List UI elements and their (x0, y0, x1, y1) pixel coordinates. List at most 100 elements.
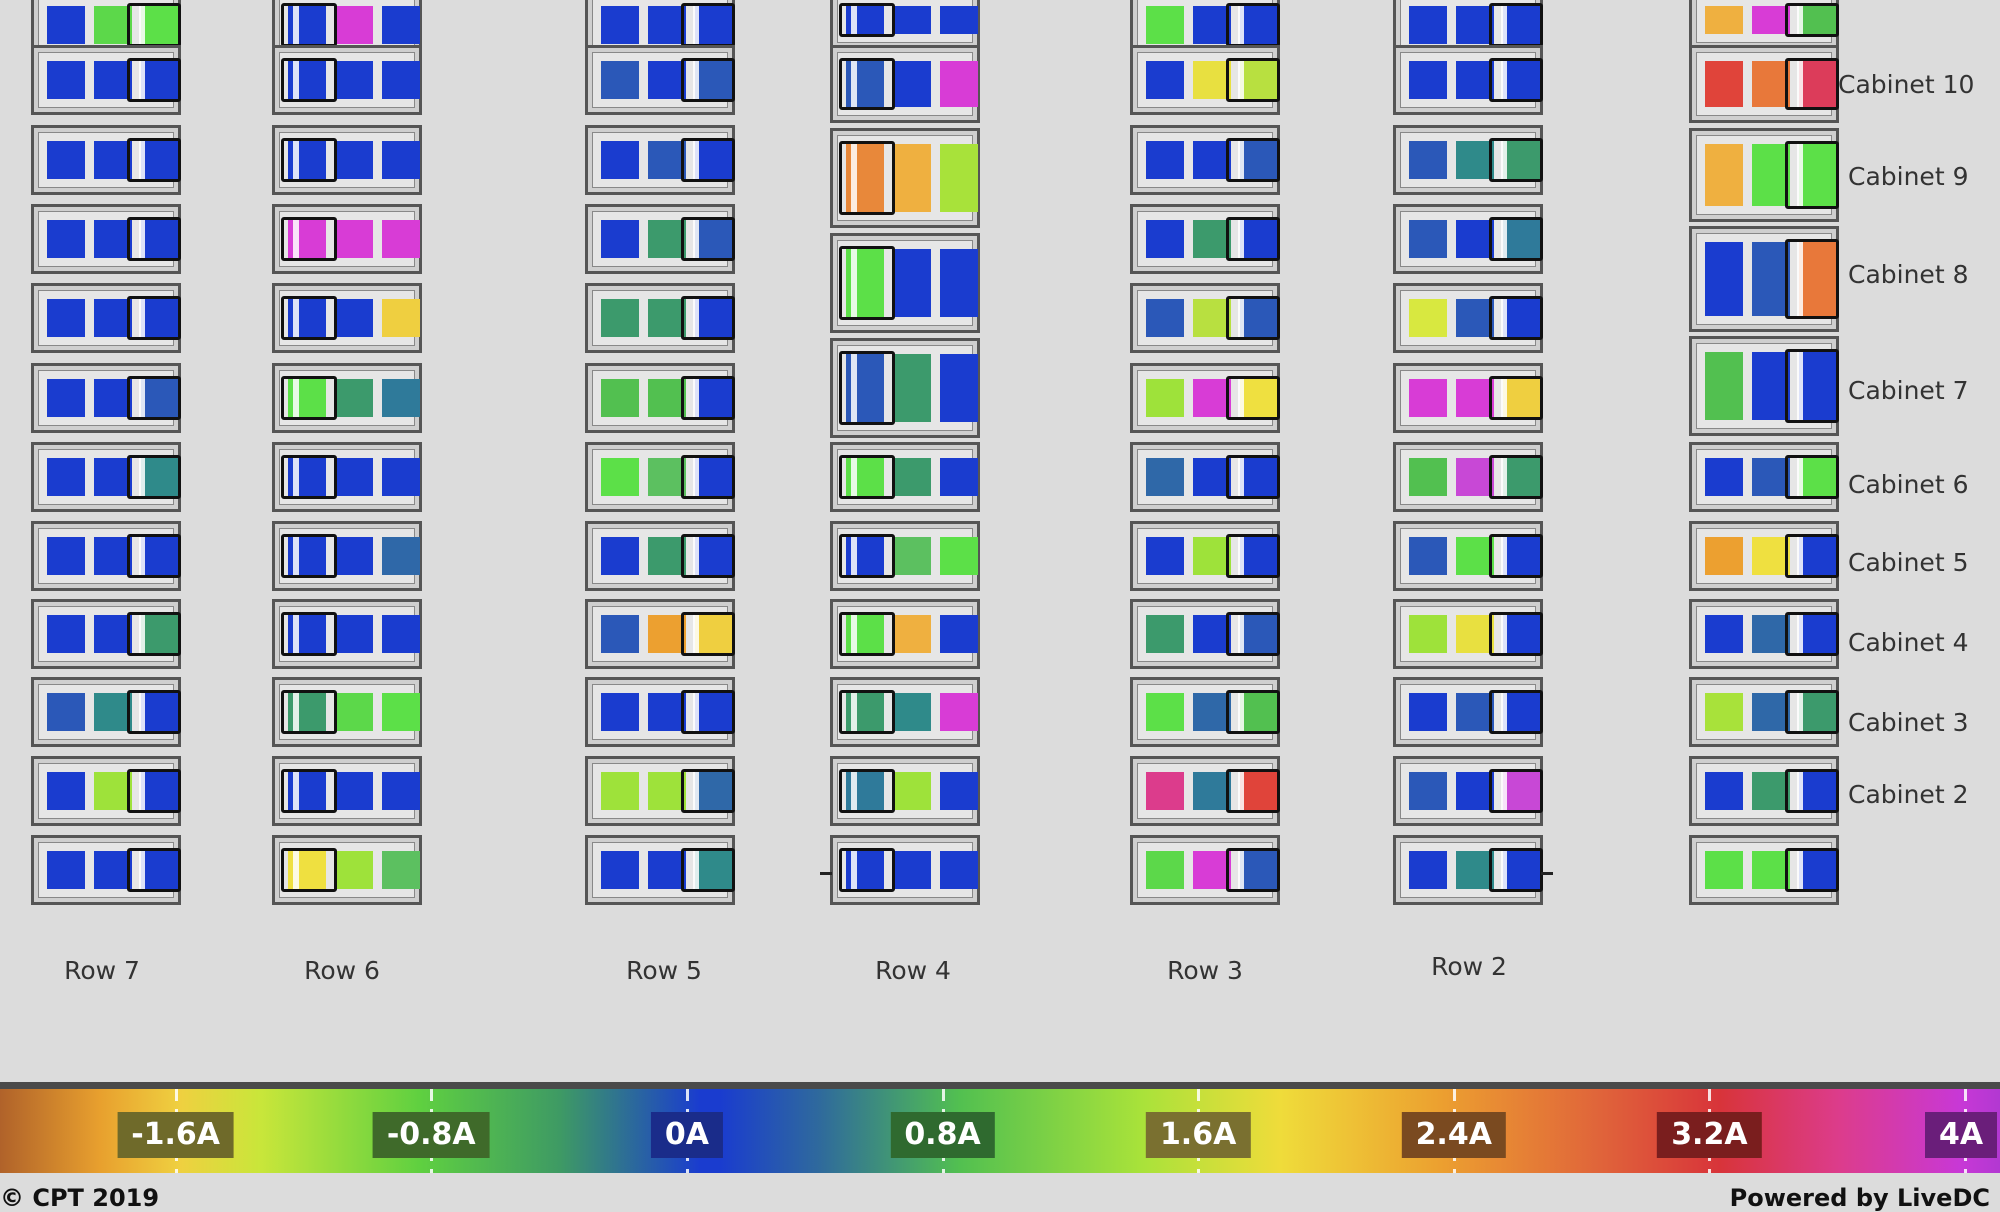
cabinet-r7-c3[interactable] (1689, 128, 1839, 222)
cabinet-r3-c5[interactable] (585, 283, 735, 353)
phase-segment (1752, 537, 1790, 575)
cabinet-r4-c8[interactable] (830, 599, 980, 669)
cabinet-r3-c8[interactable] (585, 521, 735, 591)
cabinet-r3-c3[interactable] (585, 125, 735, 195)
cabinet-r2-c5[interactable] (272, 283, 422, 353)
cabinet-r7-c2[interactable] (1689, 45, 1839, 123)
cabinet-r1-c8[interactable] (31, 521, 181, 591)
cabinet-r1-c10[interactable] (31, 677, 181, 747)
cabinet-r7-c9[interactable] (1689, 677, 1839, 747)
cabinet-r4-c2[interactable] (830, 45, 980, 123)
cabinet-r4-c10[interactable] (830, 756, 980, 826)
cabinet-r3-c9[interactable] (585, 599, 735, 669)
cabinet-r2-c10[interactable] (272, 677, 422, 747)
phase-segment (94, 379, 132, 417)
cabinet-r2-c9[interactable] (272, 599, 422, 669)
cabinet-r1-c7[interactable] (31, 442, 181, 512)
cabinet-r6-c10[interactable] (1393, 677, 1543, 747)
cabinet-r2-c11[interactable] (272, 756, 422, 826)
phase-segment (1705, 851, 1743, 889)
phase-segment (601, 379, 639, 417)
cabinet-r3-c4[interactable] (585, 204, 735, 274)
cabinet-r1-c11[interactable] (31, 756, 181, 826)
phase-segment (382, 693, 420, 731)
row-label: Row 4 (875, 956, 951, 985)
cabinet-r5-c8[interactable] (1130, 521, 1280, 591)
cabinet-r5-c12[interactable] (1130, 835, 1280, 905)
cabinet-r1-c5[interactable] (31, 283, 181, 353)
connector-stub (1541, 872, 1553, 875)
cabinet-r3-c12[interactable] (585, 835, 735, 905)
cabinet-r4-c4[interactable] (830, 233, 980, 333)
cabinet-r5-c5[interactable] (1130, 283, 1280, 353)
cabinet-r6-c9[interactable] (1393, 599, 1543, 669)
phase-segment (940, 144, 978, 212)
cabinet-r7-c6[interactable] (1689, 442, 1839, 512)
cabinet-r2-c7[interactable] (272, 442, 422, 512)
cabinet-r5-c10[interactable] (1130, 677, 1280, 747)
phase-segment (1752, 615, 1790, 653)
cabinet-r4-c9[interactable] (830, 677, 980, 747)
scale-label: -1.6A (117, 1112, 235, 1158)
cabinet-r6-c11[interactable] (1393, 756, 1543, 826)
breaker-highlight (1489, 217, 1543, 261)
cabinet-r6-c12[interactable] (1393, 835, 1543, 905)
cabinet-r1-c6[interactable] (31, 363, 181, 433)
cabinet-r6-c2[interactable] (1393, 45, 1543, 115)
cabinet-r1-c12[interactable] (31, 835, 181, 905)
cabinet-r5-c7[interactable] (1130, 442, 1280, 512)
cabinet-r7-c11[interactable] (1689, 835, 1839, 905)
phase-segment (382, 537, 420, 575)
cabinet-r6-c8[interactable] (1393, 521, 1543, 591)
cabinet-r7-c8[interactable] (1689, 599, 1839, 669)
phase-segment (601, 61, 639, 99)
phase-segment (893, 61, 931, 107)
cabinet-r3-c10[interactable] (585, 677, 735, 747)
cabinet-r6-c4[interactable] (1393, 204, 1543, 274)
scale-label: 3.2A (1657, 1112, 1762, 1158)
cabinet-r7-c7[interactable] (1689, 521, 1839, 591)
cabinet-r3-c7[interactable] (585, 442, 735, 512)
cabinet-r6-c7[interactable] (1393, 442, 1543, 512)
cabinet-r2-c6[interactable] (272, 363, 422, 433)
cabinet-r2-c8[interactable] (272, 521, 422, 591)
cabinet-r1-c3[interactable] (31, 125, 181, 195)
breaker-highlight (1785, 612, 1839, 656)
cabinet-r3-c11[interactable] (585, 756, 735, 826)
cabinet-r3-c2[interactable] (585, 45, 735, 115)
cabinet-r5-c6[interactable] (1130, 363, 1280, 433)
cabinet-r4-c7[interactable] (830, 521, 980, 591)
cabinet-r4-c6[interactable] (830, 442, 980, 512)
cabinet-r1-c2[interactable] (31, 45, 181, 115)
cabinet-r2-c2[interactable] (272, 45, 422, 115)
breaker-highlight (281, 455, 337, 499)
cabinet-r2-c4[interactable] (272, 204, 422, 274)
cabinet-r6-c5[interactable] (1393, 283, 1543, 353)
cabinet-r5-c2[interactable] (1130, 45, 1280, 115)
cabinet-r2-c12[interactable] (272, 835, 422, 905)
cabinet-r4-c3[interactable] (830, 128, 980, 228)
phase-segment (601, 772, 639, 810)
cabinet-r1-c1[interactable] (31, 0, 181, 60)
breaker-highlight (1489, 296, 1543, 340)
cabinet-r3-c6[interactable] (585, 363, 735, 433)
cabinet-r6-c6[interactable] (1393, 363, 1543, 433)
cabinet-r5-c3[interactable] (1130, 125, 1280, 195)
cabinet-r5-c4[interactable] (1130, 204, 1280, 274)
cabinet-r7-c4[interactable] (1689, 226, 1839, 332)
cabinet-r4-c5[interactable] (830, 338, 980, 438)
cabinet-r4-c1[interactable] (830, 0, 980, 50)
cabinet-r7-c10[interactable] (1689, 756, 1839, 826)
cabinet-r6-c3[interactable] (1393, 125, 1543, 195)
cabinet-r5-c9[interactable] (1130, 599, 1280, 669)
cabinet-label: Cabinet 5 (1848, 548, 1969, 577)
cabinet-r4-c11[interactable] (830, 835, 980, 905)
cabinet-r2-c3[interactable] (272, 125, 422, 195)
breaker-highlight (1785, 239, 1839, 319)
cabinet-r1-c4[interactable] (31, 204, 181, 274)
cabinet-r5-c11[interactable] (1130, 756, 1280, 826)
cabinet-r5-c1[interactable] (1130, 0, 1280, 60)
cabinet-r7-c5[interactable] (1689, 336, 1839, 436)
cabinet-r7-c1[interactable] (1689, 0, 1839, 50)
cabinet-r1-c9[interactable] (31, 599, 181, 669)
